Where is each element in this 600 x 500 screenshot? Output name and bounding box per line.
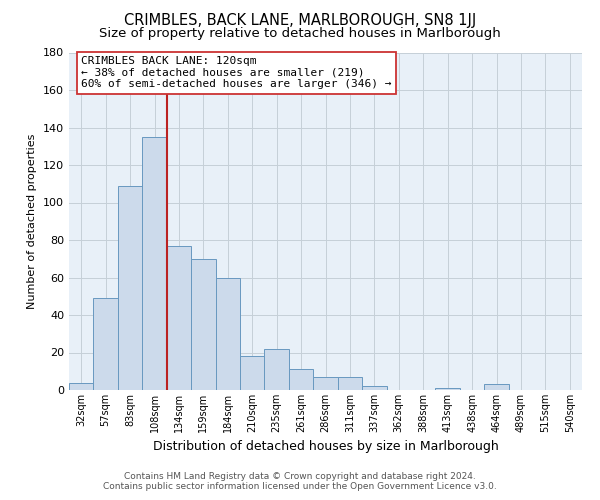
Bar (265, 349, 289, 390)
Bar (313, 377, 338, 390)
X-axis label: Distribution of detached houses by size in Marlborough: Distribution of detached houses by size … (152, 440, 499, 454)
Bar (240, 356, 265, 390)
Bar (191, 259, 215, 390)
Text: Size of property relative to detached houses in Marlborough: Size of property relative to detached ho… (99, 28, 501, 40)
Bar (484, 384, 509, 390)
Bar (167, 246, 191, 390)
Bar (436, 388, 460, 390)
Bar (289, 370, 313, 390)
Bar (215, 278, 240, 390)
Bar (362, 386, 386, 390)
Bar (94, 298, 118, 390)
Bar (118, 186, 142, 390)
Bar (69, 382, 94, 390)
Text: CRIMBLES BACK LANE: 120sqm
← 38% of detached houses are smaller (219)
60% of sem: CRIMBLES BACK LANE: 120sqm ← 38% of deta… (81, 56, 392, 90)
Text: Contains HM Land Registry data © Crown copyright and database right 2024.
Contai: Contains HM Land Registry data © Crown c… (103, 472, 497, 491)
Y-axis label: Number of detached properties: Number of detached properties (28, 134, 37, 309)
Bar (338, 377, 362, 390)
Text: CRIMBLES, BACK LANE, MARLBOROUGH, SN8 1JJ: CRIMBLES, BACK LANE, MARLBOROUGH, SN8 1J… (124, 12, 476, 28)
Bar (142, 137, 167, 390)
